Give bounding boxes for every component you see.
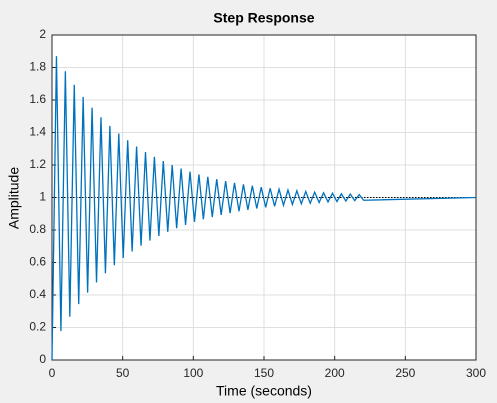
response-line xyxy=(51,56,477,361)
y-tick-label: 1.8 xyxy=(29,60,46,74)
y-tick-label: 1 xyxy=(39,190,46,204)
y-tick-label: 2 xyxy=(39,27,46,41)
x-tick-label: 200 xyxy=(325,366,345,380)
x-tick-label: 100 xyxy=(183,366,203,380)
y-tick-label: 0 xyxy=(39,352,46,366)
y-tick-label: 1.6 xyxy=(29,92,46,106)
y-tick-label: 1.4 xyxy=(29,125,46,139)
x-axis-label: Time (seconds) xyxy=(216,383,312,399)
y-tick-label: 0.6 xyxy=(29,255,46,269)
y-tick-label: 0.2 xyxy=(29,320,46,334)
y-tick-label: 0.8 xyxy=(29,222,46,236)
x-tick-label: 300 xyxy=(466,366,486,380)
y-tick-label: 0.4 xyxy=(29,287,46,301)
y-axis-label: Amplitude xyxy=(6,167,22,229)
x-tick-label: 150 xyxy=(254,366,274,380)
x-tick-label: 50 xyxy=(116,366,130,380)
x-tick-label: 0 xyxy=(49,366,56,380)
x-tick-label: 250 xyxy=(395,366,415,380)
y-tick-label: 1.2 xyxy=(29,157,46,171)
chart-title: Step Response xyxy=(213,10,314,26)
